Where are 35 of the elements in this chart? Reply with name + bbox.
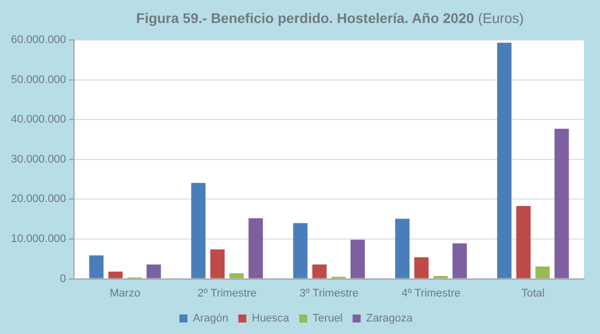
y-tick-label: 40.000.000: [10, 114, 66, 126]
bar: [395, 218, 410, 278]
y-tick-label: 30.000.000: [10, 153, 66, 166]
legend-label: Aragón: [192, 312, 228, 325]
y-tick-label: 20.000.000: [10, 193, 66, 206]
y-tick-label: 0: [60, 272, 66, 285]
legend-label: Zaragoza: [366, 312, 414, 325]
legend-label: Huesca: [252, 312, 290, 325]
bar: [191, 182, 206, 278]
bar: [146, 264, 161, 278]
bar: [452, 243, 467, 278]
bar: [554, 128, 569, 278]
x-tick-label: 2º Trimestre: [198, 287, 257, 300]
x-tick-label: 4º Trimestre: [402, 287, 461, 300]
bar: [89, 255, 104, 278]
legend-label: Teruel: [312, 312, 343, 325]
bar: [229, 273, 244, 278]
bar: [293, 223, 308, 278]
bar: [210, 249, 225, 278]
bar: [248, 218, 263, 278]
y-tick-label: 10.000.000: [10, 233, 66, 246]
x-tick-label: Total: [521, 287, 545, 300]
y-tick-label: 60.000.000: [10, 34, 66, 46]
bar: [497, 42, 512, 278]
chart-title: Figura 59.- Beneficio perdido. Hostelería. Año 2020: [136, 10, 474, 26]
y-tick-label: 50.000.000: [10, 74, 66, 86]
chart-subtitle: (Euros): [478, 10, 524, 26]
bar: [535, 266, 550, 278]
bar: [312, 264, 327, 278]
x-tick-label: Marzo: [110, 287, 140, 300]
bar: [108, 272, 123, 278]
bar: [350, 240, 365, 278]
x-tick-label: 3º Trimestre: [300, 287, 359, 300]
bar: [516, 206, 531, 278]
bar: [414, 257, 429, 278]
